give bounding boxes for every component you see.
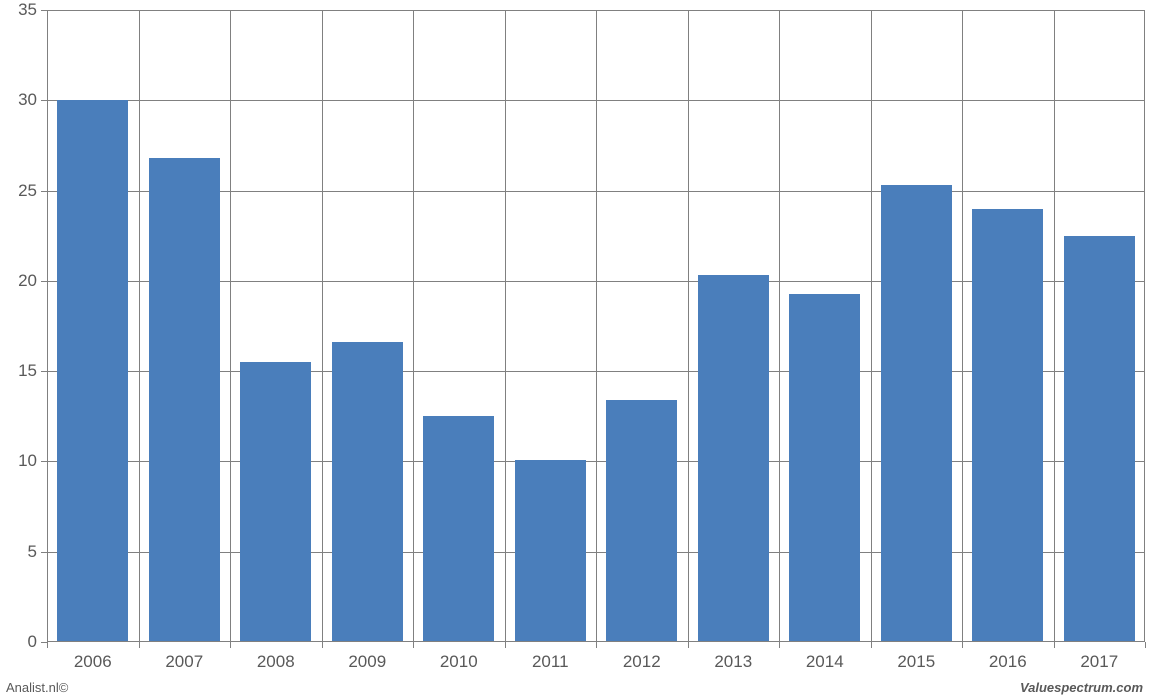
x-tick-label: 2011	[532, 652, 569, 672]
x-tick-label: 2009	[348, 652, 386, 672]
gridline-vertical	[962, 10, 963, 642]
x-tick-mark	[688, 642, 689, 648]
bar	[972, 209, 1043, 642]
gridline-vertical	[596, 10, 597, 642]
x-tick-mark	[596, 642, 597, 648]
x-tick-label: 2010	[440, 652, 478, 672]
x-tick-mark	[230, 642, 231, 648]
x-tick-mark	[322, 642, 323, 648]
bar	[698, 275, 769, 642]
plot-area	[47, 10, 1145, 642]
gridline-vertical	[688, 10, 689, 642]
y-tick-mark	[41, 10, 47, 11]
bar	[423, 416, 494, 642]
y-tick-mark	[41, 371, 47, 372]
bar	[149, 158, 220, 642]
x-tick-mark	[47, 642, 48, 648]
bar	[332, 342, 403, 642]
bar	[57, 100, 128, 642]
x-tick-label: 2007	[165, 652, 203, 672]
y-tick-label: 15	[0, 361, 37, 381]
bar	[606, 400, 677, 642]
y-tick-mark	[41, 552, 47, 553]
y-tick-label: 0	[0, 632, 37, 652]
x-tick-mark	[871, 642, 872, 648]
y-tick-label: 5	[0, 542, 37, 562]
x-tick-label: 2008	[257, 652, 295, 672]
gridline-vertical	[779, 10, 780, 642]
y-tick-mark	[41, 100, 47, 101]
gridline-vertical	[1054, 10, 1055, 642]
bar	[1064, 236, 1135, 642]
x-tick-mark	[779, 642, 780, 648]
x-tick-mark	[413, 642, 414, 648]
x-tick-label: 2006	[74, 652, 112, 672]
x-tick-label: 2012	[623, 652, 661, 672]
y-tick-mark	[41, 461, 47, 462]
x-tick-label: 2013	[714, 652, 752, 672]
y-tick-mark	[41, 281, 47, 282]
gridline-vertical	[505, 10, 506, 642]
x-tick-label: 2017	[1080, 652, 1118, 672]
gridline-vertical	[139, 10, 140, 642]
gridline-vertical	[322, 10, 323, 642]
y-tick-label: 35	[0, 0, 37, 20]
x-tick-mark	[962, 642, 963, 648]
y-tick-label: 10	[0, 451, 37, 471]
footer-right-label: Valuespectrum.com	[1020, 680, 1143, 695]
x-tick-label: 2014	[806, 652, 844, 672]
x-tick-mark	[139, 642, 140, 648]
bar	[515, 460, 586, 642]
y-tick-mark	[41, 191, 47, 192]
gridline-vertical	[871, 10, 872, 642]
y-tick-label: 30	[0, 90, 37, 110]
gridline-vertical	[413, 10, 414, 642]
x-tick-mark	[1145, 642, 1146, 648]
chart-container: 0 5 10 15 20 25 30 35 2006 2007 2008 2009 2010 2011 2…	[0, 0, 1153, 697]
gridline-vertical	[230, 10, 231, 642]
x-tick-mark	[1054, 642, 1055, 648]
x-tick-label: 2015	[897, 652, 935, 672]
bar	[789, 294, 860, 643]
x-tick-mark	[505, 642, 506, 648]
footer-left-label: Analist.nl©	[6, 680, 68, 695]
bar	[240, 362, 311, 642]
bar	[881, 185, 952, 642]
y-tick-label: 20	[0, 271, 37, 291]
x-tick-label: 2016	[989, 652, 1027, 672]
y-tick-label: 25	[0, 181, 37, 201]
